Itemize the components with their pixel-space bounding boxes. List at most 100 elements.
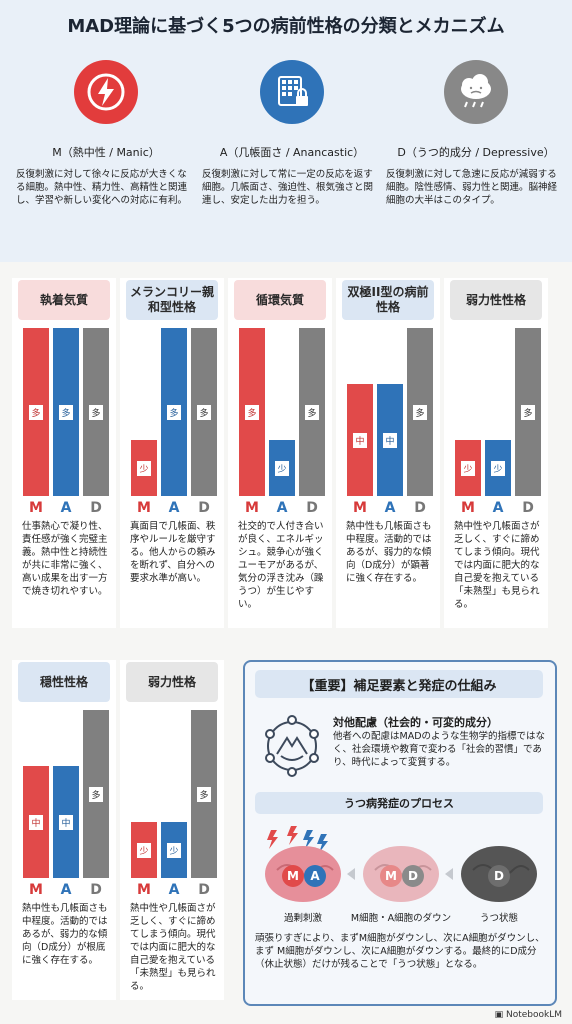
brain-overstimulated-icon: M A — [265, 846, 341, 902]
tick-label: D — [90, 882, 102, 898]
bar-m: 少 — [455, 440, 481, 496]
arrow-icon — [347, 868, 355, 880]
bar-d: 多 — [407, 328, 433, 496]
personality-card: 穏性性格中中多 M A D 熱中性も几帳面さも中程度。活動的ではあるが、弱力的な傾向（D… — [12, 660, 116, 1000]
step3-d: D — [494, 869, 504, 883]
bar-label: 少 — [167, 842, 181, 858]
type-m-name: M（熱中性 / Manic） — [52, 146, 160, 159]
tick-label: D — [198, 882, 210, 898]
step1-m: M — [287, 869, 299, 883]
bar-group: 多少 多 — [236, 326, 328, 496]
bar-label: 中 — [353, 432, 367, 448]
tick-label: M — [29, 882, 43, 898]
card-title: 循環気質 — [234, 280, 326, 320]
arrow-icon — [445, 868, 453, 880]
hands-network-icon — [257, 712, 327, 784]
bar-label: 中 — [29, 814, 43, 830]
process-heading: うつ病発症のプロセス — [255, 792, 543, 814]
card-title: 穏性性格 — [18, 662, 110, 702]
type-m: M（熱中性 / Manic） 反復刺激に対して徐々に反応が大きくなる細胞。熱中性… — [16, 60, 196, 207]
bar-label: 少 — [461, 460, 475, 476]
bar-a: 多 — [161, 328, 187, 496]
card-title: 双極II型の病前性格 — [342, 280, 434, 320]
bar-a: 少 — [269, 440, 295, 496]
bar-m: 少 — [131, 822, 157, 878]
card-desc: 仕事熱心で凝り性、責任感が強く完璧主義。熱中性と持続性が共に非常に強く、高い成果… — [22, 521, 108, 597]
step1-label: 過剰刺激 — [283, 913, 322, 924]
type-d: D（うつ的成分 / Depressive） 反復刺激に対して急速に反応が減弱する… — [386, 60, 566, 207]
bar-m: 多 — [23, 328, 49, 496]
brain-depressed-icon: D — [461, 846, 537, 902]
type-d-desc: 反復刺激に対して急速に反応が減弱する細胞。陰性感情、弱力性と関連。脳神経細胞の大… — [386, 169, 558, 206]
bar-label: 多 — [197, 404, 211, 420]
tick-label: D — [306, 500, 318, 516]
bar-label: 少 — [137, 842, 151, 858]
personality-card: メランコリー親和型性格少 多多 M A D 真面目で几帳面、秩序やルールを厳守する。他人か… — [120, 278, 224, 628]
tick-label: M — [137, 882, 151, 898]
brain-process-diagram: M A M D D — [265, 826, 537, 902]
bar-label: 少 — [137, 460, 151, 476]
footer-text: NotebookLM — [505, 1010, 562, 1020]
tick-label: D — [522, 500, 534, 516]
bar-d: 多 — [191, 710, 217, 878]
bar-m: 少 — [131, 440, 157, 496]
overview-panel: MAD理論に基づく5つの病前性格の分類とメカニズム M（熱中性 / Manic）… — [0, 0, 572, 262]
brain-down-icon: M D — [363, 846, 439, 902]
card-title: 弱力性性格 — [450, 280, 542, 320]
bar-group: 少少 多 — [452, 326, 544, 496]
personality-card: 弱力性格少少 多 M A D 熱中性や几帳面さが乏しく、すぐに諦めてしまう傾向。現代では内… — [120, 660, 224, 1000]
tick-label: M — [353, 500, 367, 516]
card-desc: 熱中性も几帳面さも中程度。活動的ではあるが、弱力的な傾向（D成分）が根底に強く存… — [22, 903, 108, 966]
bar-d: 多 — [515, 328, 541, 496]
bar-label: 多 — [521, 404, 535, 420]
tick-label: D — [414, 500, 426, 516]
process-text: 頑張りすぎにより、まずM細胞がダウンし、次にA細胞がダウンし、まず M細胞がダウ… — [255, 933, 545, 970]
personality-card: 弱力性性格少少 多 M A D 熱中性や几帳面さが乏しく、すぐに諦めてしまう傾向。現代では… — [444, 278, 548, 628]
tick-label: A — [168, 882, 180, 898]
tick-label: A — [168, 500, 180, 516]
bar-group: 少 多多 — [128, 326, 220, 496]
rain-cloud-icon — [444, 60, 508, 124]
tick-label: D — [198, 500, 210, 516]
bar-label: 多 — [167, 404, 181, 420]
step2-m: M — [385, 869, 397, 883]
bar-d: 多 — [191, 328, 217, 496]
tick-label: M — [137, 500, 151, 516]
type-a-desc: 反復刺激に対して常に一定の反応を返す細胞。几帳面さ、強迫性、根気強さと関連し、安… — [202, 169, 374, 206]
personality-card: 循環気質多少 多 M A D 社交的で人付き合いが良く、エネルギッシュ。競争心が強くユーモ… — [228, 278, 332, 628]
bar-d: 多 — [299, 328, 325, 496]
bar-label: 少 — [491, 460, 505, 476]
tick-label: A — [492, 500, 504, 516]
bar-label: 中 — [59, 814, 73, 830]
card-title: 執着気質 — [18, 280, 110, 320]
bar-label: 少 — [275, 460, 289, 476]
card-desc: 熱中性も几帳面さも中程度。活動的ではあるが、弱力的な傾向（D成分）が顕著に強く存… — [346, 521, 432, 584]
bar-label: 多 — [89, 404, 103, 420]
bar-m: 多 — [239, 328, 265, 496]
tick-label: A — [276, 500, 288, 516]
lightning-icon — [74, 60, 138, 124]
tick-label: A — [384, 500, 396, 516]
lock-grid-icon — [260, 60, 324, 124]
consideration-title: 対他配慮（社会的・可変的成分） — [333, 716, 498, 729]
bar-a: 中 — [53, 766, 79, 878]
bar-a: 少 — [485, 440, 511, 496]
bar-group: 中中多 — [344, 326, 436, 496]
bar-group: 多多多 — [20, 326, 112, 496]
footer-brand: ▣ NotebookLM — [495, 1010, 562, 1020]
personality-card: 双極II型の病前性格中中多 M A D 熱中性も几帳面さも中程度。活動的ではあるが、弱力… — [336, 278, 440, 628]
tick-label: D — [90, 500, 102, 516]
type-a: A（几帳面さ / Anancastic） 反復刺激に対して常に一定の反応を返す細… — [202, 60, 382, 207]
bar-group: 少少 多 — [128, 708, 220, 878]
tick-label: M — [29, 500, 43, 516]
page-title: MAD理論に基づく5つの病前性格の分類とメカニズム — [67, 16, 505, 37]
tick-label: M — [245, 500, 259, 516]
important-heading: 【重要】補足要素と発症の仕組み — [255, 670, 543, 698]
card-desc: 社交的で人付き合いが良く、エネルギッシュ。競争心が強くユーモアがあるが、気分の浮… — [238, 521, 324, 610]
